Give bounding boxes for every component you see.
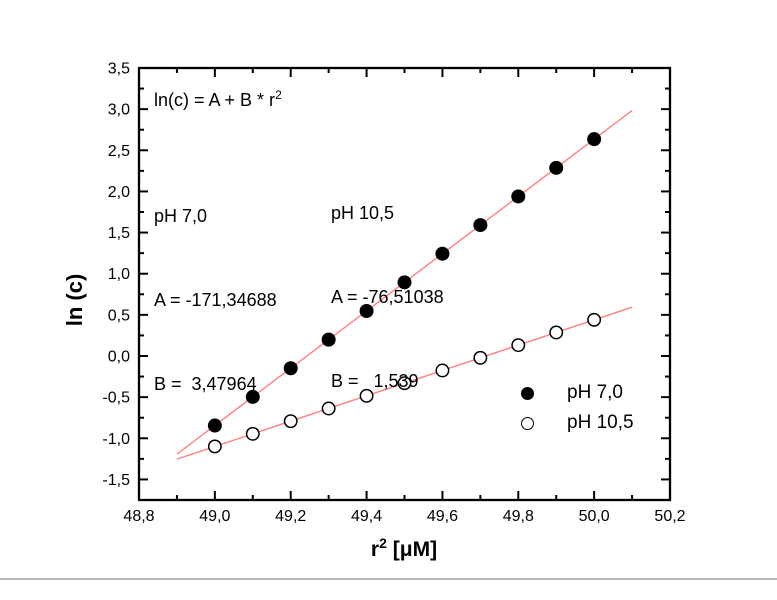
x-tick-label: 49,6: [427, 508, 458, 525]
fit-params-ph105-title: pH 10,5: [331, 203, 395, 223]
data-point-filled: [397, 275, 412, 290]
y-axis-title: ln (c): [62, 273, 87, 327]
x-tick-label: 49,8: [503, 508, 534, 525]
filled-circle-icon: [520, 386, 534, 400]
legend-label-ph105: pH 10,5: [567, 412, 634, 433]
data-point-open: [473, 350, 488, 365]
y-tick-label: -0,5: [102, 390, 130, 407]
data-point-filled: [359, 303, 374, 318]
data-point-open: [511, 338, 526, 353]
data-point-filled: [587, 132, 602, 147]
fit-params-ph7: pH 7,0 A = -171,34688 B = 3,47964: [154, 146, 277, 454]
legend: pH 7,0 pH 10,5: [512, 378, 634, 438]
fit-params-ph105: pH 10,5 A = -76,51038 B = 1,539: [331, 143, 444, 451]
y-tick-label: 2,5: [108, 143, 130, 160]
y-tick-label: 3,0: [108, 102, 130, 119]
fit-equation-exponent: 2: [275, 88, 282, 102]
fit-equation-text: ln(c) = A + B * r: [154, 90, 276, 110]
data-point-open: [321, 401, 336, 416]
y-tick-label: 1,5: [108, 225, 130, 242]
legend-item-ph105: pH 10,5: [512, 408, 634, 438]
fit-params-ph7-b: B = 3,47964: [154, 374, 257, 394]
x-tick-label: 48,8: [123, 508, 154, 525]
y-tick-label: -1,0: [102, 431, 130, 448]
data-point-filled: [473, 218, 488, 233]
x-tick-label: 49,2: [275, 508, 306, 525]
data-point-open: [359, 388, 374, 403]
x-tick-label: 49,0: [199, 508, 230, 525]
y-tick-label: 1,0: [108, 266, 130, 283]
y-tick-label: 0,0: [108, 349, 130, 366]
legend-item-ph7: pH 7,0: [512, 378, 634, 408]
x-axis-title: r2 [μM]: [370, 535, 438, 562]
data-point-filled: [207, 418, 222, 433]
data-point-filled: [435, 246, 450, 261]
data-point-open: [283, 414, 298, 429]
x-axis-title-base: r: [370, 538, 380, 561]
y-tick-label: 3,5: [108, 61, 130, 78]
x-tick-label: 50,2: [654, 508, 685, 525]
data-point-filled: [321, 332, 336, 347]
data-point-open: [397, 376, 412, 391]
data-point-open: [245, 426, 260, 441]
data-point-open: [549, 325, 564, 340]
data-point-open: [435, 363, 450, 378]
x-axis-title-exponent: 2: [379, 535, 387, 551]
legend-marker-cell: [512, 416, 542, 430]
y-tick-label: -1,5: [102, 472, 130, 489]
data-point-open: [587, 312, 602, 327]
fit-params-ph7-a: A = -171,34688: [154, 290, 277, 310]
data-point-filled: [549, 160, 564, 175]
y-tick-label: 2,0: [108, 184, 130, 201]
y-tick-label: 0,5: [108, 307, 130, 324]
x-axis-title-unit: [μM]: [386, 538, 438, 561]
x-tick-label: 49,4: [351, 508, 382, 525]
open-circle-icon: [520, 416, 534, 430]
fit-params-ph105-a: A = -76,51038: [331, 287, 444, 307]
fit-params-ph105-b: B = 1,539: [331, 371, 419, 391]
window-edge-line: [0, 578, 777, 580]
legend-label-ph7: pH 7,0: [567, 382, 623, 403]
data-point-filled: [511, 189, 526, 204]
data-point-open: [207, 439, 222, 454]
legend-marker-cell: [512, 386, 542, 400]
fit-params-ph7-title: pH 7,0: [154, 206, 208, 226]
fit-equation: ln(c) = A + B * r2: [154, 86, 282, 114]
data-point-filled: [245, 389, 260, 404]
x-tick-label: 50,0: [579, 508, 610, 525]
data-point-filled: [283, 361, 298, 376]
